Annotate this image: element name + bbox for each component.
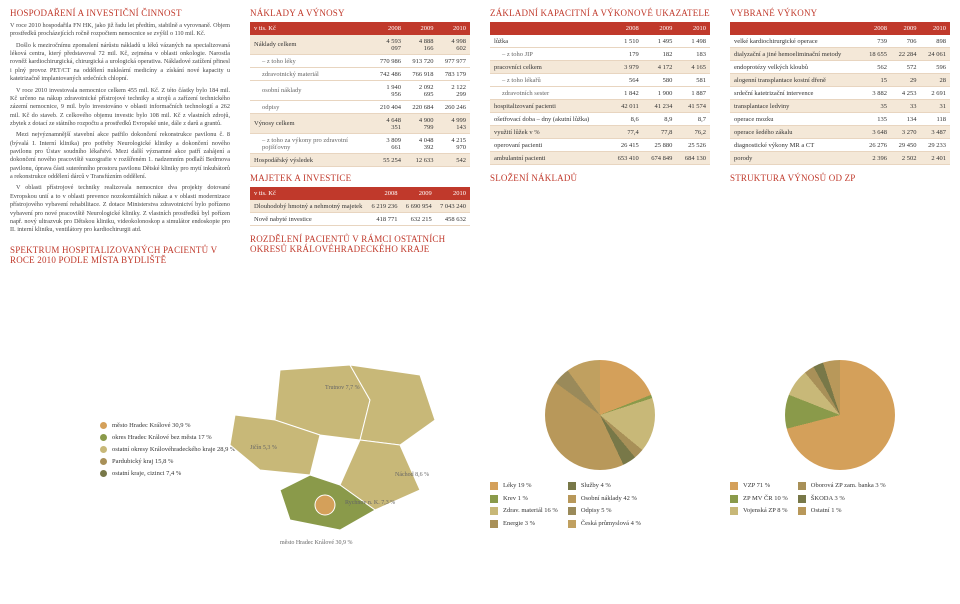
table-row: operovaní pacienti26 41525 88025 526 — [490, 139, 710, 152]
table-row: využití lůžek v %77,477,876,2 — [490, 126, 710, 139]
table-row: srdeční katetrizační intervence3 8824 25… — [730, 87, 950, 100]
spectrum-title: SPEKTRUM HOSPITALIZOVANÝCH PACIENTŮ V RO… — [10, 245, 230, 265]
table-row: velké kardiochirurgické operace739706898 — [730, 35, 950, 48]
legend-item: Ostatní 1 % — [798, 505, 886, 517]
map-label: Jičín 5,3 % — [250, 445, 277, 451]
table-row: endoprotézy velkých kloubů562572596 — [730, 61, 950, 74]
body-text: V roce 2010 hospodařila FN HK, jako již … — [10, 22, 230, 235]
table-row: zdravotních sester1 8421 9001 887 — [490, 87, 710, 100]
table-row: porody2 3962 5022 401 — [730, 152, 950, 165]
legend-item: okres Hradec Králové bez města 17 % — [100, 432, 235, 443]
legend-item: Služby 4 % — [568, 480, 641, 492]
table-row: osobní náklady1 940 9562 092 6952 122 29… — [250, 81, 470, 101]
legend-item: Pardubický kraj 15,8 % — [100, 456, 235, 467]
pie-chart-revenue — [785, 360, 895, 470]
legend-item: Česká průmyslová 4 % — [568, 518, 641, 530]
table-row: – z toho JIP179182183 — [490, 48, 710, 61]
legend-item: město Hradec Králové 30,9 % — [100, 420, 235, 431]
legend-item: ZP MV ČR 10 % — [730, 493, 788, 505]
table-row: lůžka1 5101 4951 498 — [490, 35, 710, 48]
table-row: operace šedého zákalu3 6483 2703 487 — [730, 126, 950, 139]
legend-item: ŠKODA 3 % — [798, 493, 886, 505]
table-row: Hospodářský výsledek55 25412 633542 — [250, 154, 470, 167]
table-row: pracovníci celkem3 9794 1724 165 — [490, 61, 710, 74]
map-label: Rychnov n. K. 7,3 % — [345, 500, 395, 506]
map-legend: město Hradec Králové 30,9 %okres Hradec … — [100, 420, 235, 480]
legend-item: Energie 3 % — [490, 518, 558, 530]
table-indicators: 200820092010lůžka1 5101 4951 498– z toho… — [490, 22, 710, 165]
legend-item: Zdrav. materiál 16 % — [490, 505, 558, 517]
map-label: Náchod 8,6 % — [395, 472, 429, 478]
pie-title: SLOŽENÍ NÁKLADŮ — [490, 173, 710, 183]
table-row: diagnostické výkony MR a CT26 27629 4502… — [730, 139, 950, 152]
table-row: alogenní transplantace kostní dřeně15292… — [730, 74, 950, 87]
legend-item: VZP 71 % — [730, 480, 788, 492]
table-row: dialyzační a jiné hemoeliminační metody1… — [730, 48, 950, 61]
table-row: – z toho lékařů564580581 — [490, 74, 710, 87]
table-row: operace mozku135134118 — [730, 113, 950, 126]
pie-legend: Oborová ZP zam. banka 3 %ŠKODA 3 %Ostatn… — [798, 480, 886, 518]
table-procedures: 200820092010velké kardiochirurgické oper… — [730, 22, 950, 165]
pie-legend: Služby 4 %Osobní náklady 42 %Odpisy 5 %Č… — [568, 480, 641, 531]
legend-item: ostatní okresy Královéhradeckého kraje 2… — [100, 444, 235, 455]
table-row: zdravotnický materiál742 486766 918783 1… — [250, 68, 470, 81]
legend-item: Osobní náklady 42 % — [568, 493, 641, 505]
legend-item: Oborová ZP zam. banka 3 % — [798, 480, 886, 492]
legend-item: ostatní kraje, cizinci 7,4 % — [100, 468, 235, 479]
map-label: Trutnov 7,7 % — [325, 385, 360, 391]
table-row: hospitalizovaní pacienti42 01141 23441 5… — [490, 100, 710, 113]
table-row: – z toho za výkony pro zdravotní pojišťo… — [250, 134, 470, 154]
section-title: VYBRANÉ VÝKONY — [730, 8, 950, 18]
section-title: HOSPODAŘENÍ A INVESTIČNÍ ČINNOST — [10, 8, 230, 18]
section-title: NÁKLADY A VÝNOSY — [250, 8, 470, 18]
pie-legend: VZP 71 %ZP MV ČR 10 %Vojenská ZP 8 % — [730, 480, 788, 518]
map-label: město Hradec Králové 30,9 % — [280, 540, 352, 546]
legend-item: Odpisy 5 % — [568, 505, 641, 517]
section-title: ZÁKLADNÍ KAPACITNÍ A VÝKONOVÉ UKAZATELE — [490, 8, 710, 18]
pie-legend: Léky 19 %Krev 1 %Zdrav. materiál 16 %Ene… — [490, 480, 558, 531]
pie-title: STRUKTURA VÝNOSŮ OD ZP — [730, 173, 950, 183]
table-row: Dlouhodobý hmotný a nehmotný majetek6 21… — [250, 200, 470, 213]
table-row: Výnosy celkem4 648 3514 900 7994 999 143 — [250, 114, 470, 134]
legend-item: Krev 1 % — [490, 493, 558, 505]
table-row: transplantace ledviny353331 — [730, 100, 950, 113]
table-row: ošetřovací doba – dny (akutní lůžka)8,68… — [490, 113, 710, 126]
table-row: ambulantní pacienti653 410674 849684 130 — [490, 152, 710, 165]
pie-chart-costs — [545, 360, 655, 470]
table-row: Nově nabyté investice418 771632 215458 6… — [250, 213, 470, 226]
table-row: – z toho léky770 986913 720977 977 — [250, 55, 470, 68]
table-row: odpisy210 404220 684260 246 — [250, 101, 470, 114]
table-assets: v tis. Kč200820092010Dlouhodobý hmotný a… — [250, 187, 470, 226]
table-costs: v tis. Kč200820092010Náklady celkem4 593… — [250, 22, 470, 167]
legend-item: Vojenská ZP 8 % — [730, 505, 788, 517]
section-title: MAJETEK A INVESTICE — [250, 173, 470, 183]
legend-item: Léky 19 % — [490, 480, 558, 492]
section-title: ROZDĚLENÍ PACIENTŮ V RÁMCI OSTATNÍCH OKR… — [250, 234, 470, 254]
table-row: Náklady celkem4 593 0974 888 1664 998 60… — [250, 35, 470, 55]
